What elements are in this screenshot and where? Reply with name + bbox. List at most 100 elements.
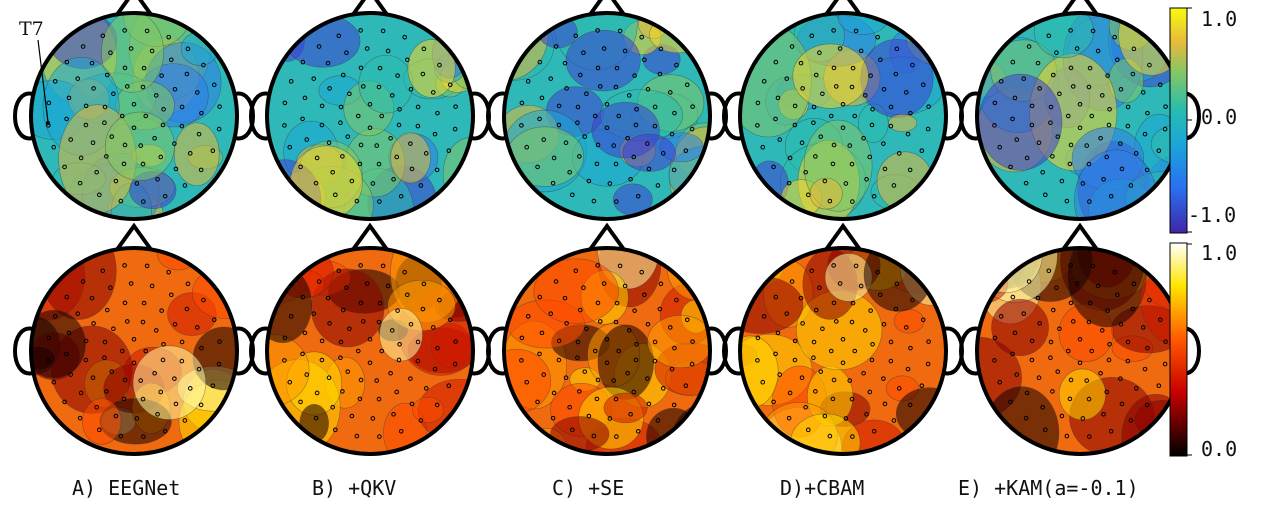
electrode-dot — [162, 193, 168, 199]
electrode-dot — [622, 283, 628, 289]
electrode-dot — [910, 297, 915, 303]
electrode-dot — [833, 319, 839, 324]
field-blob — [740, 248, 769, 278]
electrode-dot — [562, 60, 568, 66]
electrode-dot — [326, 375, 332, 381]
electrode-dot — [875, 269, 880, 275]
electrode-dot — [415, 358, 421, 364]
left-ear — [249, 91, 270, 141]
electrode-dot — [903, 90, 909, 95]
electrode-dot — [771, 164, 776, 170]
electrode-dot — [408, 376, 413, 381]
field-blob — [666, 248, 710, 301]
field-blob — [379, 307, 423, 362]
electrode-dot — [607, 416, 613, 421]
electrode-dot — [172, 86, 178, 92]
electrode-dot — [809, 268, 815, 274]
electrode-dot — [391, 411, 396, 417]
electrode-dot — [850, 199, 855, 204]
electrode-dot — [827, 198, 833, 204]
electrode-dot — [1118, 141, 1123, 146]
electrode-dot — [217, 104, 222, 109]
electrode-dot — [161, 106, 166, 112]
electrode-dot — [1077, 336, 1083, 342]
electrode-dot — [155, 411, 160, 417]
electrode-dot — [173, 401, 179, 407]
electrode-dot — [553, 44, 559, 49]
electrode-dot — [1095, 283, 1101, 289]
electrode-dot — [595, 300, 601, 306]
electrode-dot — [564, 321, 569, 326]
field-blob — [358, 54, 414, 114]
electrode-dot — [340, 72, 346, 78]
electrode-dot — [179, 104, 185, 110]
electrode-dot — [160, 357, 166, 363]
electrode-dot — [149, 48, 155, 54]
electrode-dot — [1125, 339, 1131, 345]
electrode-dot — [304, 372, 310, 377]
electrode-dot — [809, 33, 815, 39]
electrode-dot — [777, 137, 783, 142]
electrode-dot — [806, 192, 811, 198]
electrode-dot — [1140, 90, 1146, 95]
electrode-dot — [858, 48, 864, 54]
electrode-dot — [1080, 181, 1086, 186]
electrode-dot — [1026, 279, 1032, 284]
electrode-dot — [1024, 155, 1030, 161]
electrode-dot — [777, 372, 783, 377]
electrode-dot — [847, 143, 853, 148]
electrode-dot — [52, 79, 58, 84]
electrode-dot — [377, 65, 383, 71]
electrode-dot — [1077, 101, 1083, 107]
electrode-dot — [684, 317, 690, 323]
electrode-dot — [997, 379, 1003, 385]
electrode-dot — [755, 100, 761, 106]
head-r1c0 — [13, 222, 255, 456]
t7-electrode-marker — [46, 121, 50, 125]
electrode-dot — [903, 325, 909, 330]
field-blob — [983, 386, 1060, 454]
electrode-dot — [131, 101, 137, 107]
nose — [823, 222, 863, 253]
electrode-dot — [453, 104, 458, 109]
electrode-dot — [919, 383, 925, 388]
electrode-dot — [541, 137, 547, 142]
electrode-dot — [843, 181, 849, 186]
electrode-dot — [998, 314, 1004, 319]
electrode-dot — [893, 306, 899, 312]
field-blob — [412, 396, 445, 424]
electrode-dot — [1090, 28, 1096, 34]
electrode-dot — [792, 338, 798, 344]
electrode-dot — [354, 198, 360, 204]
electrode-dot — [327, 321, 332, 326]
electrode-dot — [639, 269, 644, 275]
electrode-dot — [820, 91, 825, 97]
electrode-dot — [140, 396, 146, 402]
colorbar-bottom — [1169, 242, 1188, 457]
electrode-dot — [896, 151, 902, 156]
electrode-dot — [1089, 113, 1095, 119]
electrode-dot — [910, 62, 915, 68]
electrode-dot — [607, 181, 613, 186]
electrode-dot — [166, 34, 171, 40]
electrode-dot — [830, 396, 836, 402]
electrode-dot — [556, 103, 562, 109]
electrode-dot — [104, 154, 109, 159]
electrode-dot — [94, 169, 99, 175]
electrode-dot — [398, 193, 404, 199]
electrode-dot — [592, 113, 598, 119]
electrode-dot — [784, 76, 790, 81]
electrode-dot — [519, 123, 524, 128]
electrode-dot — [423, 151, 429, 156]
electrode-dot — [1070, 319, 1076, 324]
electrode-dot — [182, 183, 188, 188]
field-blob — [649, 15, 707, 54]
field-blob — [82, 398, 122, 445]
electrode-dot — [1024, 390, 1030, 396]
electrode-dot — [570, 192, 575, 198]
electrode-dot — [519, 100, 525, 106]
electrode-dot — [828, 348, 834, 354]
electrode-dot — [792, 103, 798, 109]
electrode-dot — [1115, 57, 1120, 63]
electrode-dot — [925, 361, 931, 367]
